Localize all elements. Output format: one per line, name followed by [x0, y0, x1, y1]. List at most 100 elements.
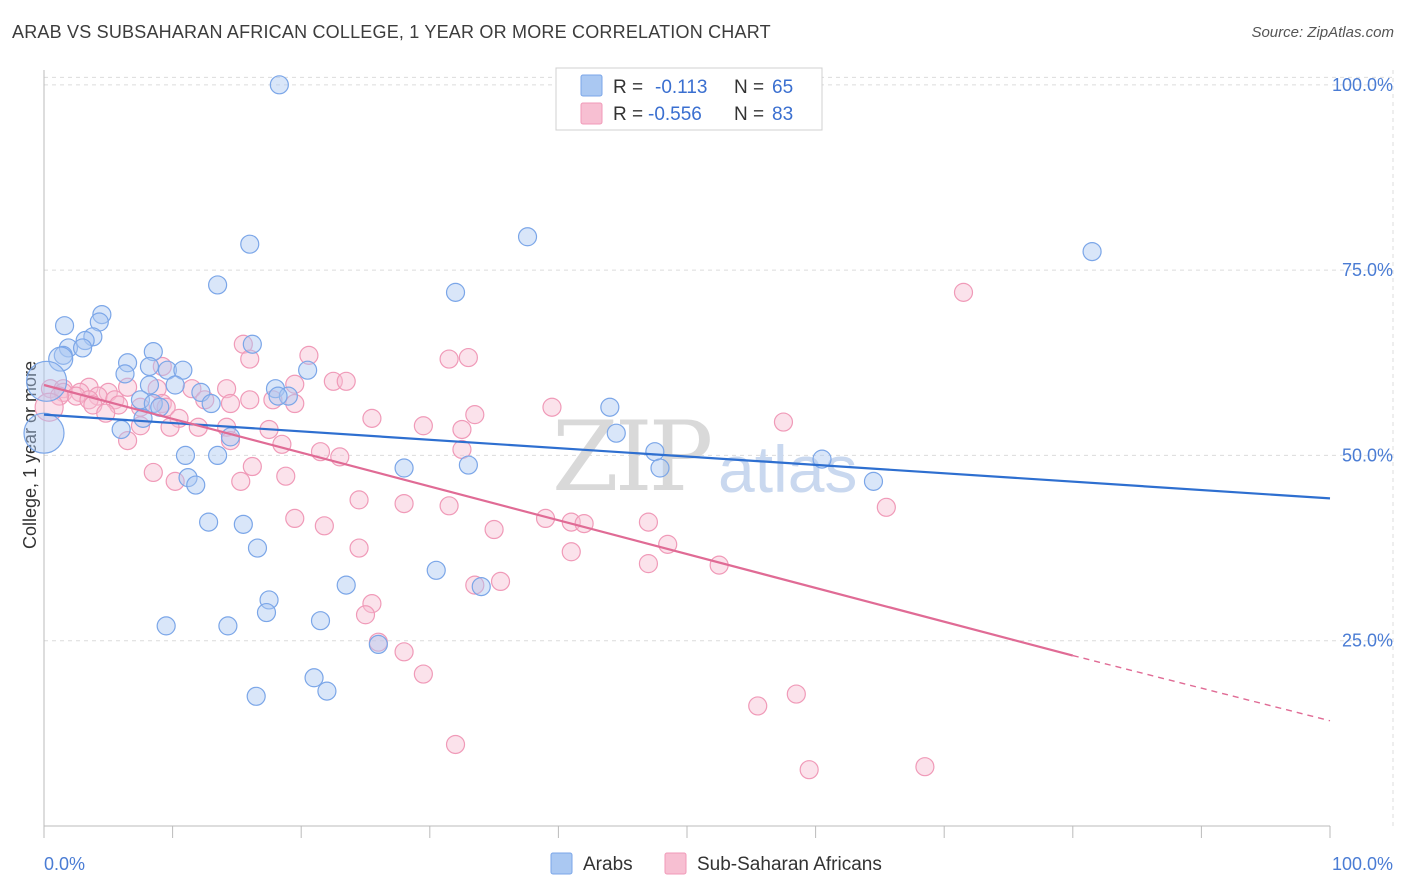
subsaharan-point: [231, 471, 251, 491]
subsaharan-point: [799, 760, 819, 780]
arab-point: [600, 397, 620, 417]
subsaharan-point: [240, 349, 260, 369]
arab-point: [394, 458, 414, 478]
correlation-legend: R = -0.113 N = 65 R = -0.556 N = 83: [555, 67, 823, 131]
arab-point: [278, 386, 298, 406]
legend-r-value-2: -0.556: [648, 104, 702, 125]
x-tick-labels: 0.0% 100.0%: [44, 854, 1393, 874]
legend-n-value-1: 65: [772, 77, 793, 98]
arab-point: [133, 408, 153, 428]
arab-point: [233, 514, 253, 534]
arab-point: [304, 668, 324, 688]
arab-point: [220, 427, 241, 447]
legend-n-label-1: N =: [734, 77, 764, 98]
subsaharan-point: [220, 393, 241, 414]
y-tick-label: 25.0%: [1342, 631, 1393, 651]
arab-point: [186, 475, 206, 495]
watermark: ZIP atlas: [552, 401, 857, 513]
arab-point: [117, 353, 138, 373]
subsaharan-point: [542, 397, 562, 417]
bottom-legend-swatch-subsaharan: [664, 852, 687, 875]
subsaharan-trendline-extension: [1072, 654, 1331, 722]
subsaharan-point: [272, 434, 292, 454]
subsaharan-point: [362, 408, 382, 428]
x-tick-label-min: 0.0%: [44, 854, 85, 874]
arab-point: [458, 455, 478, 475]
arab-point: [368, 634, 388, 655]
arab-point: [336, 575, 356, 595]
bottom-legend-arabs: Arabs: [583, 854, 633, 875]
arab-point: [165, 375, 185, 395]
arab-point: [92, 304, 112, 325]
subsaharan-point: [285, 393, 305, 414]
subsaharan-point: [349, 490, 369, 510]
arab-point: [48, 346, 74, 372]
arab-point: [606, 423, 626, 443]
bottom-legend-subsaharan: Sub-Saharan Africans: [697, 854, 882, 875]
subsaharan-point: [915, 757, 935, 777]
arab-point: [247, 538, 268, 558]
arab-point: [298, 360, 318, 380]
arab-point: [650, 458, 670, 478]
subsaharan-point: [143, 462, 163, 483]
bottom-legend-swatch-arabs: [550, 852, 573, 875]
axes: [43, 70, 1331, 838]
arab-point: [173, 360, 193, 380]
subsaharan-point: [394, 493, 414, 514]
x-tick-label-max: 100.0%: [1332, 854, 1393, 874]
subsaharan-point: [465, 405, 485, 425]
subsaharan-point: [165, 471, 185, 491]
subsaharan-trendline: [43, 383, 1074, 657]
arab-point: [199, 512, 219, 532]
subsaharan-point: [452, 419, 472, 440]
arab-point: [54, 316, 75, 336]
legend-n-label-2: N =: [734, 104, 764, 125]
arab-point: [1082, 241, 1102, 262]
subsaharan-point: [465, 575, 485, 595]
subsaharan-point: [240, 390, 260, 410]
subsaharan-point: [276, 466, 296, 486]
arab-point: [445, 282, 466, 302]
subsaharan-point: [394, 642, 414, 662]
subsaharan-point: [160, 417, 180, 437]
legend-swatch-arabs: [580, 74, 603, 97]
subsaharan-point: [748, 696, 768, 716]
arab-point: [812, 449, 832, 469]
subsaharan-point: [490, 571, 511, 592]
subsaharan-point: [285, 374, 305, 394]
arab-points: [23, 75, 1102, 706]
subsaharan-point: [786, 684, 806, 704]
arab-point: [645, 442, 665, 462]
arab-point: [208, 445, 228, 466]
series-legend: Arabs Sub-Saharan Africans: [550, 852, 882, 875]
arab-point: [175, 445, 196, 466]
arab-point: [208, 275, 228, 295]
arab-point: [130, 390, 151, 410]
subsaharan-point: [439, 349, 459, 369]
subsaharan-points: [34, 282, 974, 780]
arab-point: [242, 334, 262, 354]
arab-point: [139, 356, 160, 377]
arab-point: [240, 234, 260, 254]
subsaharan-point: [413, 664, 433, 684]
subsaharan-point: [484, 519, 504, 540]
arab-point: [246, 686, 266, 706]
subsaharan-point: [299, 345, 319, 365]
subsaharan-point: [362, 594, 382, 614]
arab-point: [218, 616, 238, 636]
arab-point: [111, 419, 131, 440]
subsaharan-point: [242, 456, 262, 477]
arab-point: [426, 560, 446, 580]
subsaharan-point: [953, 282, 974, 302]
arab-trendline: [43, 413, 1331, 500]
subsaharan-point: [638, 512, 659, 532]
subsaharan-point: [439, 496, 459, 516]
subsaharan-point: [285, 508, 305, 529]
arab-point: [317, 681, 337, 701]
legend-r-value-1: -0.113: [655, 77, 707, 98]
arab-point: [268, 386, 288, 406]
chart-title: ARAB VS SUBSAHARAN AFRICAN COLLEGE, 1 YE…: [12, 22, 771, 42]
subsaharan-point: [413, 416, 433, 436]
subsaharan-point: [263, 390, 283, 410]
subsaharan-point: [117, 430, 138, 451]
